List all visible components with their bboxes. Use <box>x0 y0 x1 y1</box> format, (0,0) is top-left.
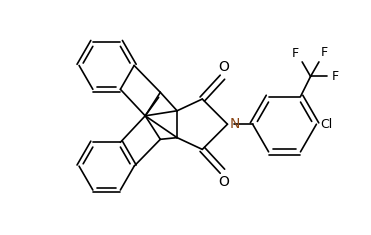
Text: F: F <box>292 47 299 60</box>
Text: O: O <box>219 175 230 188</box>
Text: Cl: Cl <box>321 118 333 131</box>
Text: F: F <box>321 46 328 59</box>
Text: O: O <box>219 60 230 74</box>
Text: F: F <box>331 70 338 83</box>
Text: N: N <box>229 117 240 131</box>
